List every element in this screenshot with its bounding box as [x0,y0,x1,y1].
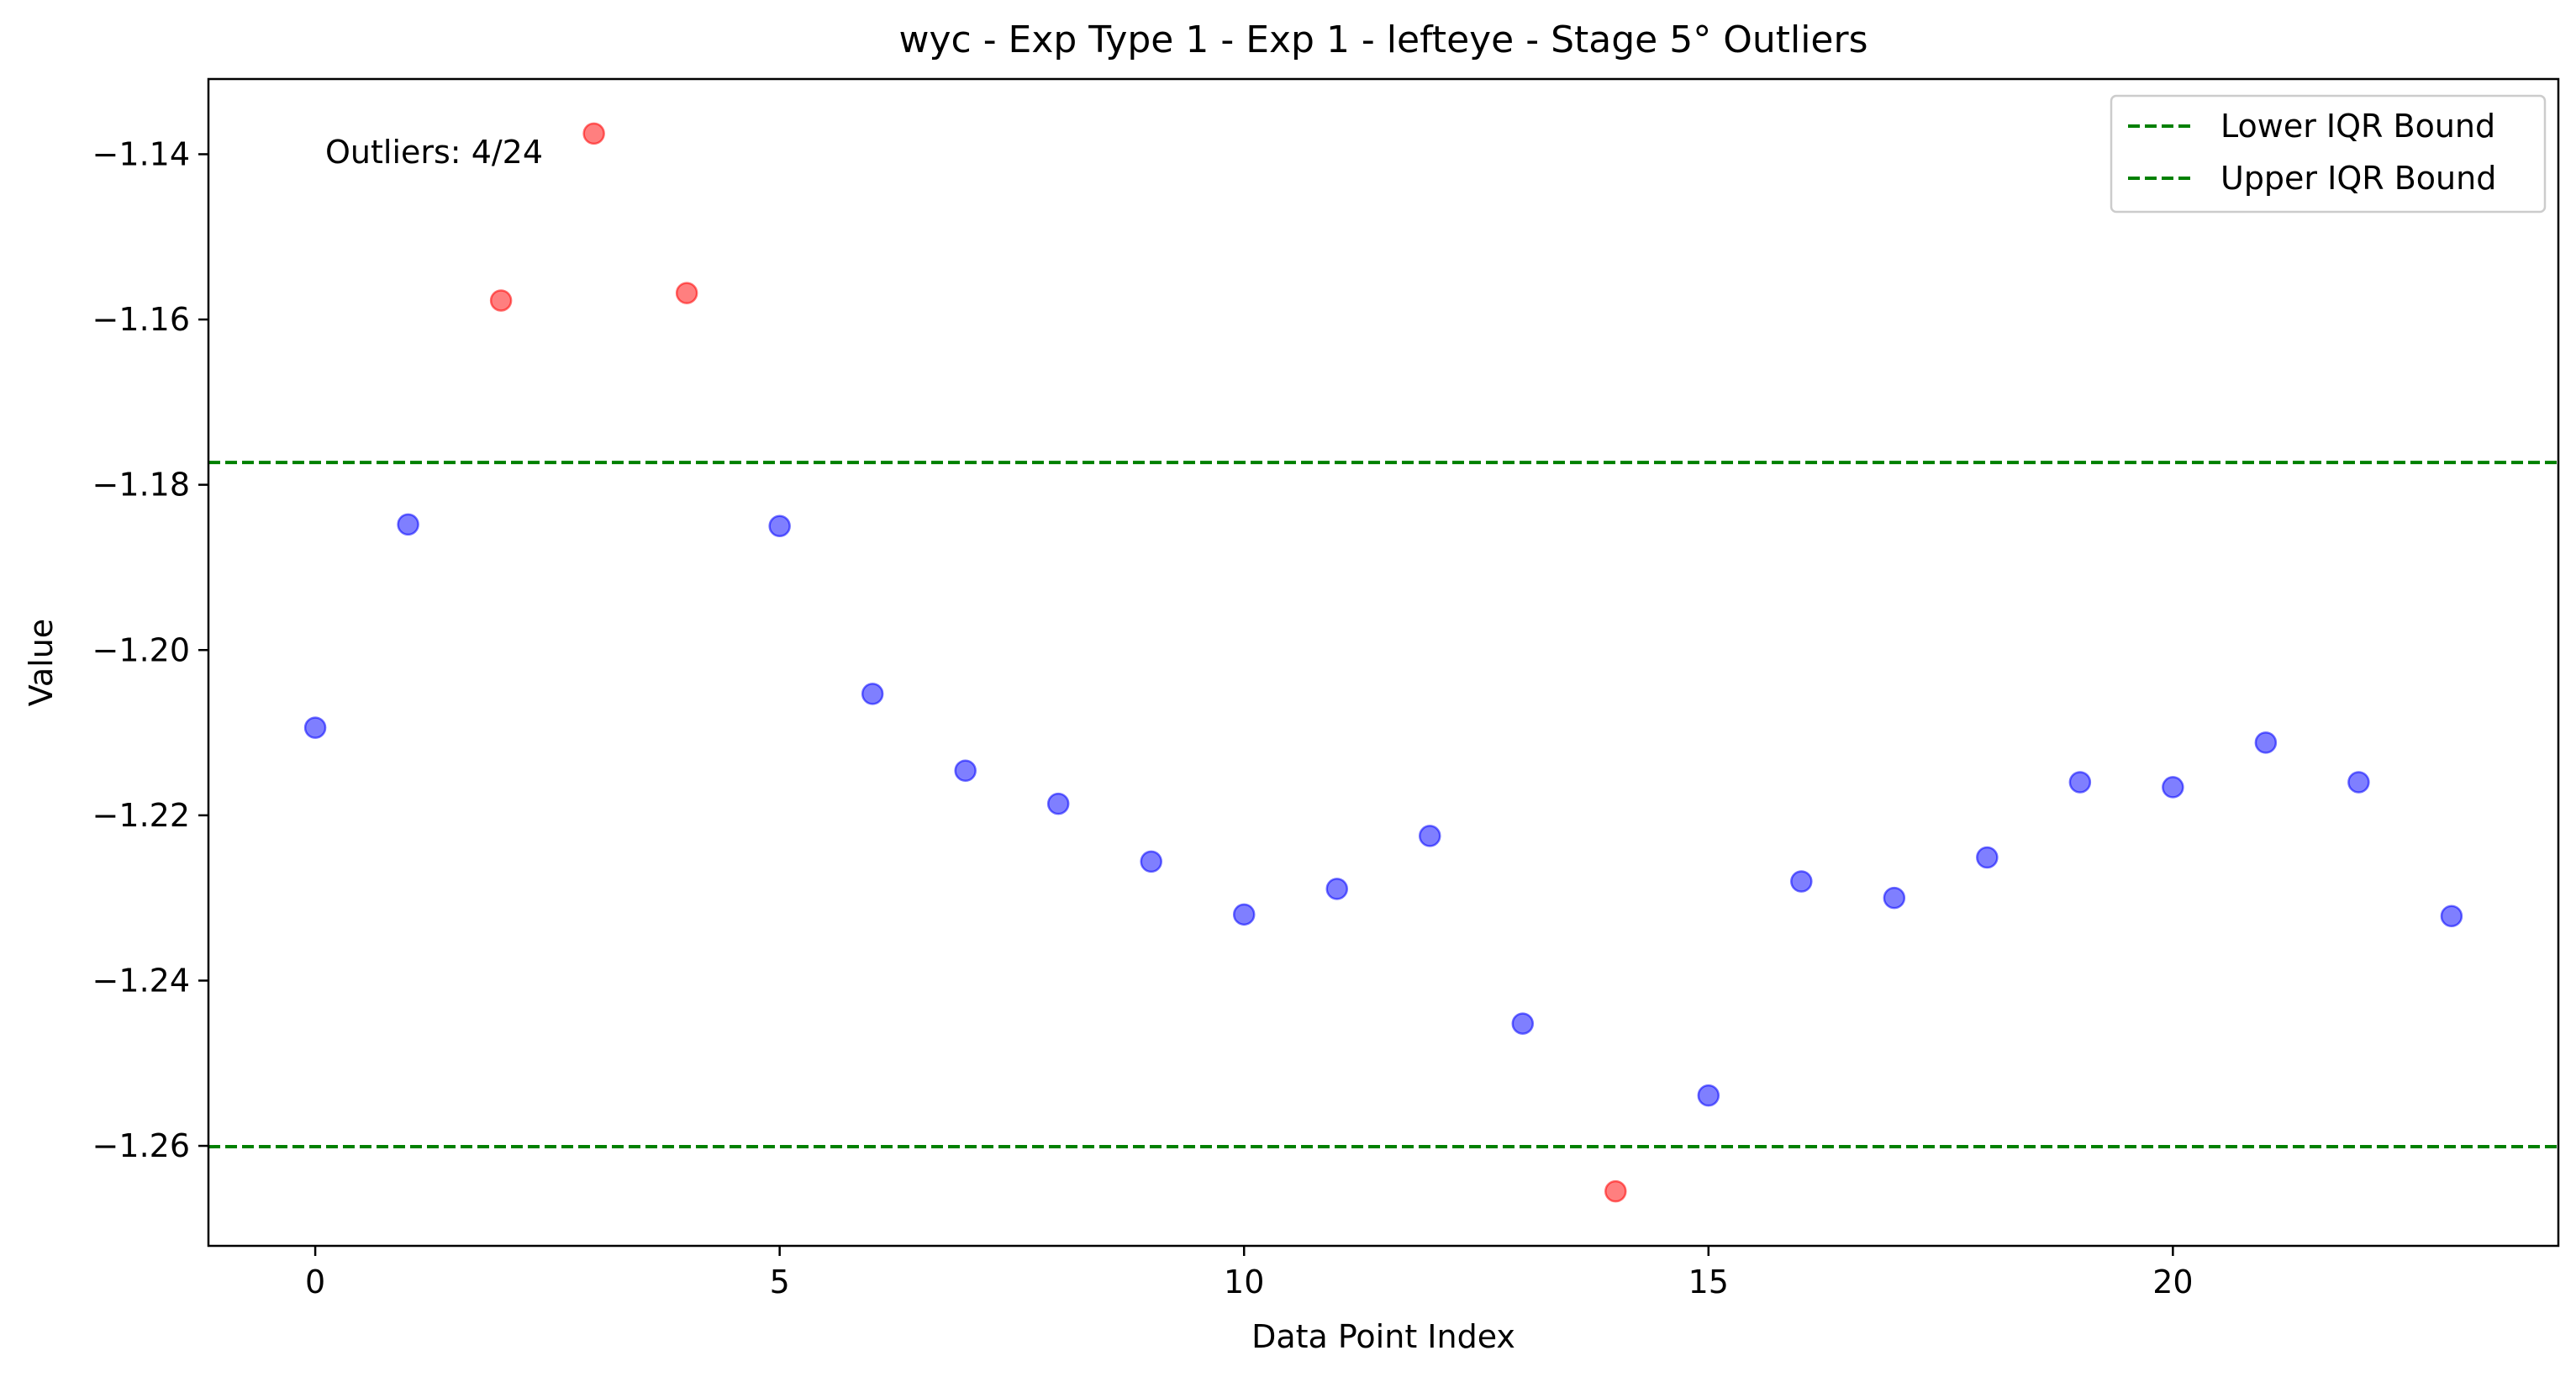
outlier-point [582,122,605,145]
data-point [303,716,327,739]
data-point [2162,776,2184,799]
y-tick-label: −1.20 [92,631,190,668]
data-point [2440,905,2463,928]
iqr-lines [208,461,2558,1149]
chart-title: wyc - Exp Type 1 - Exp 1 - lefteye - Sta… [898,18,1867,61]
data-point [1325,878,1348,900]
data-point [1046,792,1070,815]
legend-upper-bound-label: Upper IQR Bound [2220,160,2496,197]
data-points [303,122,2463,1203]
x-axis-ticks: 0 5 10 15 20 [305,1246,2194,1300]
y-tick-label: −1.18 [92,467,190,504]
data-point [397,513,419,536]
y-tick-label: −1.26 [92,1127,190,1164]
data-point [768,514,791,538]
data-point [1511,1012,1535,1035]
outlier-point [1604,1179,1627,1203]
data-point [1232,903,1256,926]
data-point [2068,771,2092,794]
data-point [1883,886,1906,910]
x-tick-label: 10 [1224,1264,1264,1300]
y-axis-label: Value [23,619,60,706]
data-point [1790,870,1813,893]
data-point [1697,1084,1720,1107]
legend-lower-bound-label: Lower IQR Bound [2220,108,2495,145]
y-axis-ticks: −1.14 −1.16 −1.18 −1.20 −1.22 −1.24 −1.26 [92,135,208,1164]
x-tick-label: 5 [770,1264,790,1300]
data-point [1140,850,1162,873]
y-tick-label: −1.14 [92,135,190,172]
x-axis-label: Data Point Index [1251,1318,1515,1355]
outlier-count-annotation: Outliers: 4/24 [325,134,543,171]
legend-box [2110,94,2547,214]
outlier-point [675,282,698,304]
y-tick-label: −1.24 [92,962,190,999]
data-point [2347,771,2370,794]
y-tick-label: −1.16 [92,301,190,338]
data-point [1976,846,1999,869]
x-tick-label: 20 [2152,1264,2193,1300]
data-point [954,759,977,783]
legend: Lower IQR Bound Upper IQR Bound [2110,94,2547,214]
outlier-point [489,289,513,312]
x-tick-label: 15 [1688,1264,1729,1300]
plot-frame [207,77,2560,1248]
x-tick-label: 0 [305,1264,325,1300]
y-tick-label: −1.22 [92,797,190,834]
data-point [861,683,884,705]
data-point [2254,731,2278,754]
data-point [1419,825,1441,847]
